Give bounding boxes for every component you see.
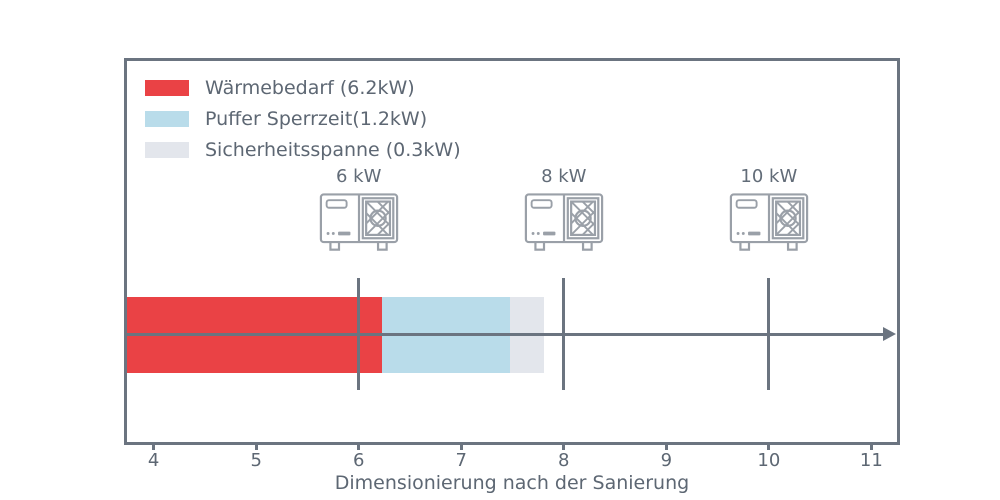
legend: Wärmebedarf (6.2kW) Puffer Sperrzeit(1.2…	[145, 75, 461, 168]
marker-line-10kw	[767, 278, 771, 390]
heat-pump-icon	[729, 192, 809, 254]
heat-pump-icon	[524, 192, 604, 254]
x-tick-label-6: 6	[352, 450, 365, 471]
legend-swatch-red	[145, 80, 189, 96]
x-tick-label-8: 8	[558, 450, 570, 471]
marker-label-8kw: 8 kW	[541, 166, 587, 187]
axis-arrow-line	[127, 333, 885, 336]
legend-label: Puffer Sperrzeit(1.2kW)	[205, 108, 428, 130]
x-tick-mark-11	[869, 445, 873, 450]
legend-item-waermebedarf: Wärmebedarf (6.2kW)	[145, 75, 461, 101]
axis-arrow-head-icon	[883, 327, 896, 341]
x-tick-mark-4	[152, 445, 156, 450]
x-tick-mark-7	[459, 445, 463, 450]
x-tick-label-9: 9	[660, 450, 673, 471]
marker-label-6kw: 6 kW	[336, 166, 382, 187]
marker-line-6kw	[357, 278, 361, 390]
x-tick-label-5: 5	[250, 450, 262, 471]
marker-label-10kw: 10 kW	[740, 166, 798, 187]
x-axis-title: Dimensionierung nach der Sanierung	[334, 472, 690, 494]
x-tick-label-7: 7	[455, 450, 467, 471]
x-tick-mark-8	[562, 445, 566, 450]
legend-swatch-gray	[145, 142, 189, 158]
legend-label: Wärmebedarf (6.2kW)	[205, 77, 415, 99]
legend-swatch-lightblue	[145, 111, 189, 127]
x-tick-label-11: 11	[859, 450, 883, 471]
x-tick-mark-5	[254, 445, 258, 450]
heat-pump-icon	[319, 192, 399, 254]
marker-line-8kw	[562, 278, 566, 390]
legend-item-puffer-sperrzeit: Puffer Sperrzeit(1.2kW)	[145, 106, 461, 132]
plot-area: Wärmebedarf (6.2kW) Puffer Sperrzeit(1.2…	[124, 58, 900, 445]
legend-item-sicherheitsspanne: Sicherheitsspanne (0.3kW)	[145, 137, 461, 163]
x-tick-label-4: 4	[147, 450, 160, 471]
x-tick-mark-6	[357, 445, 361, 450]
legend-label: Sicherheitsspanne (0.3kW)	[205, 139, 461, 161]
x-tick-label-10: 10	[757, 450, 781, 471]
x-tick-mark-9	[664, 445, 668, 450]
x-tick-mark-10	[767, 445, 771, 450]
